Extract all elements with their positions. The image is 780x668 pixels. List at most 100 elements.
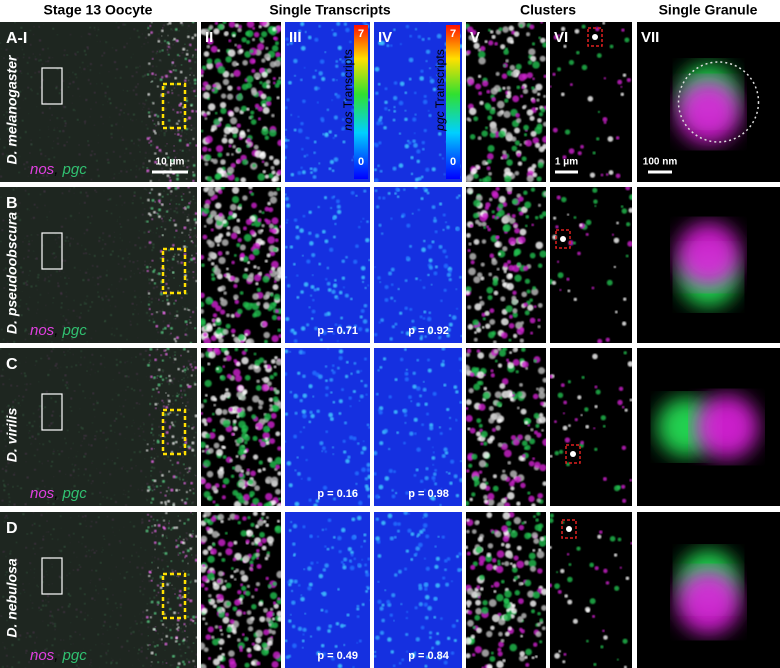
speckle — [232, 33, 236, 38]
speckle — [130, 56, 132, 58]
speckle — [64, 354, 66, 356]
speckle — [80, 36, 82, 38]
speckle — [537, 367, 546, 375]
speckle — [8, 260, 11, 263]
speckle — [66, 386, 69, 390]
speckle — [145, 188, 147, 191]
speckle — [11, 644, 14, 647]
speckle — [360, 265, 366, 271]
speckle — [295, 235, 300, 240]
speckle — [419, 394, 423, 398]
speckle — [184, 79, 187, 82]
speckle — [194, 212, 197, 215]
speckle — [129, 275, 132, 278]
speckle — [48, 158, 50, 161]
speckle — [252, 454, 259, 460]
probe-nos: nos — [30, 161, 55, 178]
speckle — [532, 61, 540, 69]
speckle — [302, 214, 306, 218]
speckle — [123, 576, 126, 580]
speckle — [624, 408, 628, 412]
speckle — [205, 135, 213, 144]
speckle — [300, 121, 304, 126]
speckle — [151, 531, 154, 534]
speckle — [419, 479, 424, 483]
speckle — [189, 321, 192, 324]
speckle — [313, 140, 317, 144]
speckle — [17, 661, 20, 664]
speckle — [277, 328, 281, 332]
speckle — [9, 234, 11, 237]
speckle — [409, 307, 413, 311]
speckle — [539, 464, 546, 472]
speckle — [46, 512, 48, 514]
speckle — [514, 248, 522, 256]
speckle — [87, 65, 89, 67]
speckle — [157, 122, 160, 126]
speckle — [187, 587, 190, 590]
speckle — [302, 254, 304, 257]
speckle — [332, 217, 335, 220]
speckle — [312, 175, 317, 179]
speckle — [67, 605, 70, 608]
speckle — [189, 547, 193, 550]
speckle — [240, 469, 245, 474]
speckle — [534, 215, 539, 220]
speckle — [153, 518, 155, 521]
speckle — [192, 513, 194, 515]
speckle — [508, 264, 515, 272]
speckle — [141, 489, 143, 492]
speckle — [273, 365, 277, 369]
speckle — [89, 556, 91, 558]
speckle — [78, 316, 81, 319]
speckle — [33, 654, 36, 657]
speckle — [576, 50, 580, 55]
speckle — [412, 384, 417, 389]
speckle — [106, 270, 108, 272]
speckle — [167, 399, 171, 403]
speckle — [167, 324, 170, 328]
speckle — [15, 317, 16, 318]
speckle — [189, 363, 192, 366]
speckle — [4, 457, 6, 459]
speckle — [487, 492, 495, 500]
speckle — [168, 425, 172, 428]
speckle — [161, 217, 163, 220]
speckle — [180, 261, 183, 264]
speckle — [322, 330, 327, 336]
speckle — [12, 656, 15, 658]
speckle — [223, 273, 227, 277]
speckle — [437, 132, 442, 136]
speckle — [72, 325, 74, 327]
speckle — [10, 324, 12, 326]
speckle — [246, 129, 250, 132]
panel-numeral: VII — [641, 29, 659, 46]
speckle — [53, 156, 56, 159]
speckle — [73, 187, 75, 189]
speckle — [88, 549, 90, 552]
speckle — [41, 111, 44, 114]
speckle — [153, 210, 156, 214]
speckle — [117, 221, 118, 222]
speckle — [363, 189, 367, 193]
speckle — [3, 57, 5, 59]
speckle — [202, 234, 208, 240]
speckle — [160, 291, 163, 294]
speckle — [64, 239, 67, 242]
speckle — [135, 175, 138, 178]
speckle — [37, 334, 39, 337]
speckle — [104, 95, 107, 98]
speckle — [44, 204, 46, 207]
speckle — [229, 458, 233, 463]
speckle — [236, 437, 243, 444]
speckle — [285, 156, 287, 160]
speckle — [300, 326, 306, 331]
speckle — [503, 110, 511, 119]
speckle — [301, 445, 305, 449]
speckle — [9, 453, 11, 455]
speckle — [446, 407, 450, 412]
speckle — [482, 80, 489, 87]
speckle — [242, 389, 247, 395]
speckle — [393, 106, 396, 109]
speckle — [157, 272, 161, 276]
